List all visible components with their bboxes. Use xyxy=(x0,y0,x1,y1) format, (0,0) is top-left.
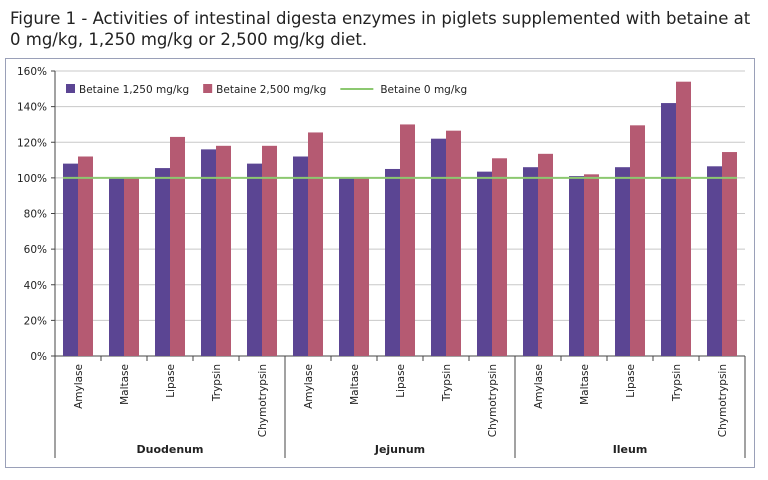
group-label: Jejunum xyxy=(374,443,425,456)
y-tick-label: 60% xyxy=(24,244,47,256)
x-tick-label: Amylase xyxy=(303,364,315,409)
bar-betaine-2500 xyxy=(492,158,507,356)
bar-betaine-1250 xyxy=(155,168,170,356)
bar-betaine-2500 xyxy=(584,174,599,356)
legend-label: Betaine 2,500 mg/kg xyxy=(216,84,326,96)
bar-betaine-1250 xyxy=(431,138,446,356)
bar-betaine-2500 xyxy=(262,145,277,356)
x-tick-label: Chymotrypsin xyxy=(257,364,269,437)
bar-betaine-2500 xyxy=(400,124,415,356)
bar-betaine-2500 xyxy=(124,177,139,356)
legend-swatch xyxy=(66,84,75,93)
chart-frame xyxy=(5,58,755,468)
bar-betaine-2500 xyxy=(446,130,461,356)
x-tick-label: Amylase xyxy=(533,364,545,409)
group-label: Ileum xyxy=(613,443,648,456)
bar-betaine-1250 xyxy=(707,166,722,356)
bar-betaine-1250 xyxy=(661,103,676,356)
bar-betaine-1250 xyxy=(615,167,630,356)
legend-swatch xyxy=(203,84,213,93)
legend-label: Betaine 1,250 mg/kg xyxy=(79,84,189,96)
y-tick-label: 20% xyxy=(24,315,47,327)
bar-betaine-2500 xyxy=(354,177,369,356)
x-tick-label: Amylase xyxy=(73,364,85,409)
bar-betaine-2500 xyxy=(308,132,323,356)
x-tick-label: Lipase xyxy=(395,364,407,398)
y-tick-label: 120% xyxy=(17,137,47,149)
bar-betaine-1250 xyxy=(523,167,538,356)
bar-betaine-1250 xyxy=(477,171,492,356)
bar-betaine-2500 xyxy=(630,125,645,356)
bar-betaine-2500 xyxy=(78,156,93,356)
bar-betaine-2500 xyxy=(722,152,737,356)
x-tick-label: Trypsin xyxy=(671,364,683,402)
bar-betaine-1250 xyxy=(339,177,354,356)
x-tick-label: Trypsin xyxy=(211,364,223,402)
x-tick-label: Maltase xyxy=(579,364,591,405)
bar-betaine-1250 xyxy=(201,149,216,356)
x-tick-label: Lipase xyxy=(625,364,637,398)
x-tick-label: Chymotrypsin xyxy=(717,364,729,437)
x-tick-label: Trypsin xyxy=(441,364,453,402)
x-tick-label: Lipase xyxy=(165,364,177,398)
x-tick-label: Maltase xyxy=(119,364,131,405)
y-tick-label: 100% xyxy=(17,173,47,185)
bar-betaine-2500 xyxy=(216,145,231,356)
y-tick-label: 80% xyxy=(24,209,47,221)
y-tick-label: 40% xyxy=(24,280,47,292)
x-tick-label: Maltase xyxy=(349,364,361,405)
bar-betaine-1250 xyxy=(247,163,262,356)
bar-betaine-1250 xyxy=(63,163,78,356)
x-tick-label: Chymotrypsin xyxy=(487,364,499,437)
y-tick-label: 160% xyxy=(17,66,47,78)
bar-betaine-1250 xyxy=(385,168,400,356)
bar-betaine-1250 xyxy=(293,156,308,356)
y-tick-label: 140% xyxy=(17,102,47,114)
bar-betaine-1250 xyxy=(569,176,584,356)
bar-betaine-2500 xyxy=(538,153,553,356)
bar-betaine-1250 xyxy=(109,177,124,356)
bar-betaine-2500 xyxy=(676,81,691,356)
y-tick-label: 0% xyxy=(30,351,47,363)
bar-betaine-2500 xyxy=(170,136,185,356)
chart-title: Figure 1 - Activities of intestinal dige… xyxy=(10,9,751,49)
legend-label: Betaine 0 mg/kg xyxy=(380,84,467,96)
group-label: Duodenum xyxy=(137,443,204,456)
